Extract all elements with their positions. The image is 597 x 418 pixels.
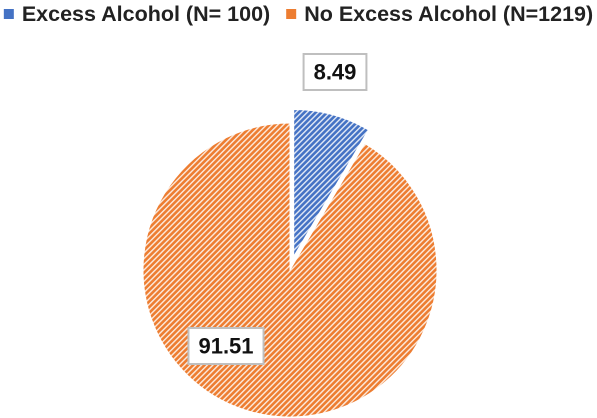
data-labels: 8.49 91.51 <box>187 53 368 365</box>
legend: Excess Alcohol (N= 100) No Excess Alcohol… <box>3 2 593 26</box>
pie-slice-excess-alcohol <box>293 108 370 259</box>
data-label-box <box>187 327 265 365</box>
pie-slices <box>142 108 438 418</box>
pie-slice-no-excess-alcohol <box>142 122 438 418</box>
data-label-box <box>302 53 368 91</box>
legend-marker <box>3 9 14 19</box>
legend-marker <box>286 9 297 19</box>
data-label-text: 91.51 <box>198 334 253 359</box>
legend-label: No Excess Alcohol (N=1219) <box>304 2 593 26</box>
data-label-text: 8.49 <box>314 60 357 85</box>
legend-label: Excess Alcohol (N= 100) <box>22 2 270 26</box>
data-label-excess-alcohol: 8.49 <box>302 53 368 91</box>
data-label-no-excess-alcohol: 91.51 <box>187 327 265 365</box>
legend-item-excess-alcohol: Excess Alcohol (N= 100) <box>3 2 270 26</box>
legend-item-no-excess-alcohol: No Excess Alcohol (N=1219) <box>286 2 593 26</box>
